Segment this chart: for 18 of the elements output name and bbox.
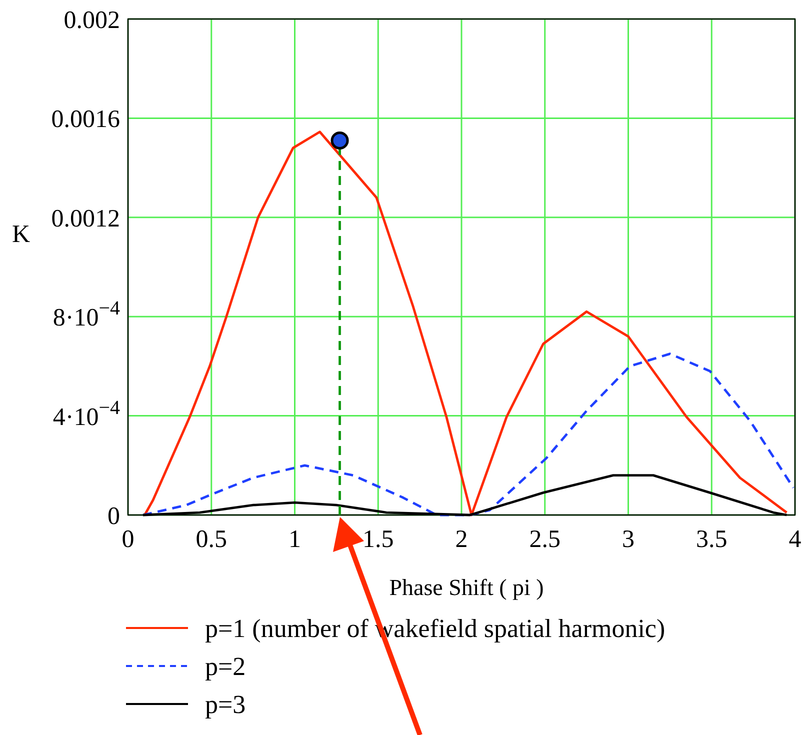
x-tick-label: 2.5 <box>529 526 560 553</box>
x-axis-title: Phase Shift ( pi ) <box>389 575 544 600</box>
legend-label: p=3 <box>205 690 246 719</box>
x-tick-label: 1.5 <box>362 526 394 553</box>
y-tick-label: 8·10$^{−4}$ <box>52 298 120 332</box>
y-tick-label: 0.0012 <box>51 205 120 232</box>
y-axis-title: K <box>12 221 30 248</box>
x-tick-label: 4 <box>788 526 802 553</box>
y-tick-label: 0.002 <box>64 7 120 34</box>
y-tick-label: 0 <box>108 503 120 530</box>
x-tick-label: 2 <box>455 526 468 553</box>
x-tick-label: 3.5 <box>696 526 728 553</box>
y-tick-label: 0.0016 <box>51 106 120 134</box>
x-tick-label: 3 <box>622 526 634 553</box>
y-tick-label: 4·10$^{−4}$ <box>52 396 120 431</box>
legend-label: p=2 <box>205 652 246 681</box>
x-tick-label: 0.5 <box>196 526 227 553</box>
x-tick-label: 1 <box>288 526 301 553</box>
